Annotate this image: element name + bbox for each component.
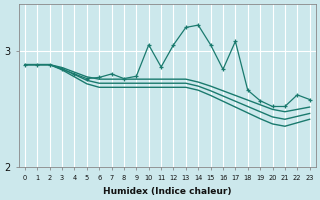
X-axis label: Humidex (Indice chaleur): Humidex (Indice chaleur) [103, 187, 232, 196]
